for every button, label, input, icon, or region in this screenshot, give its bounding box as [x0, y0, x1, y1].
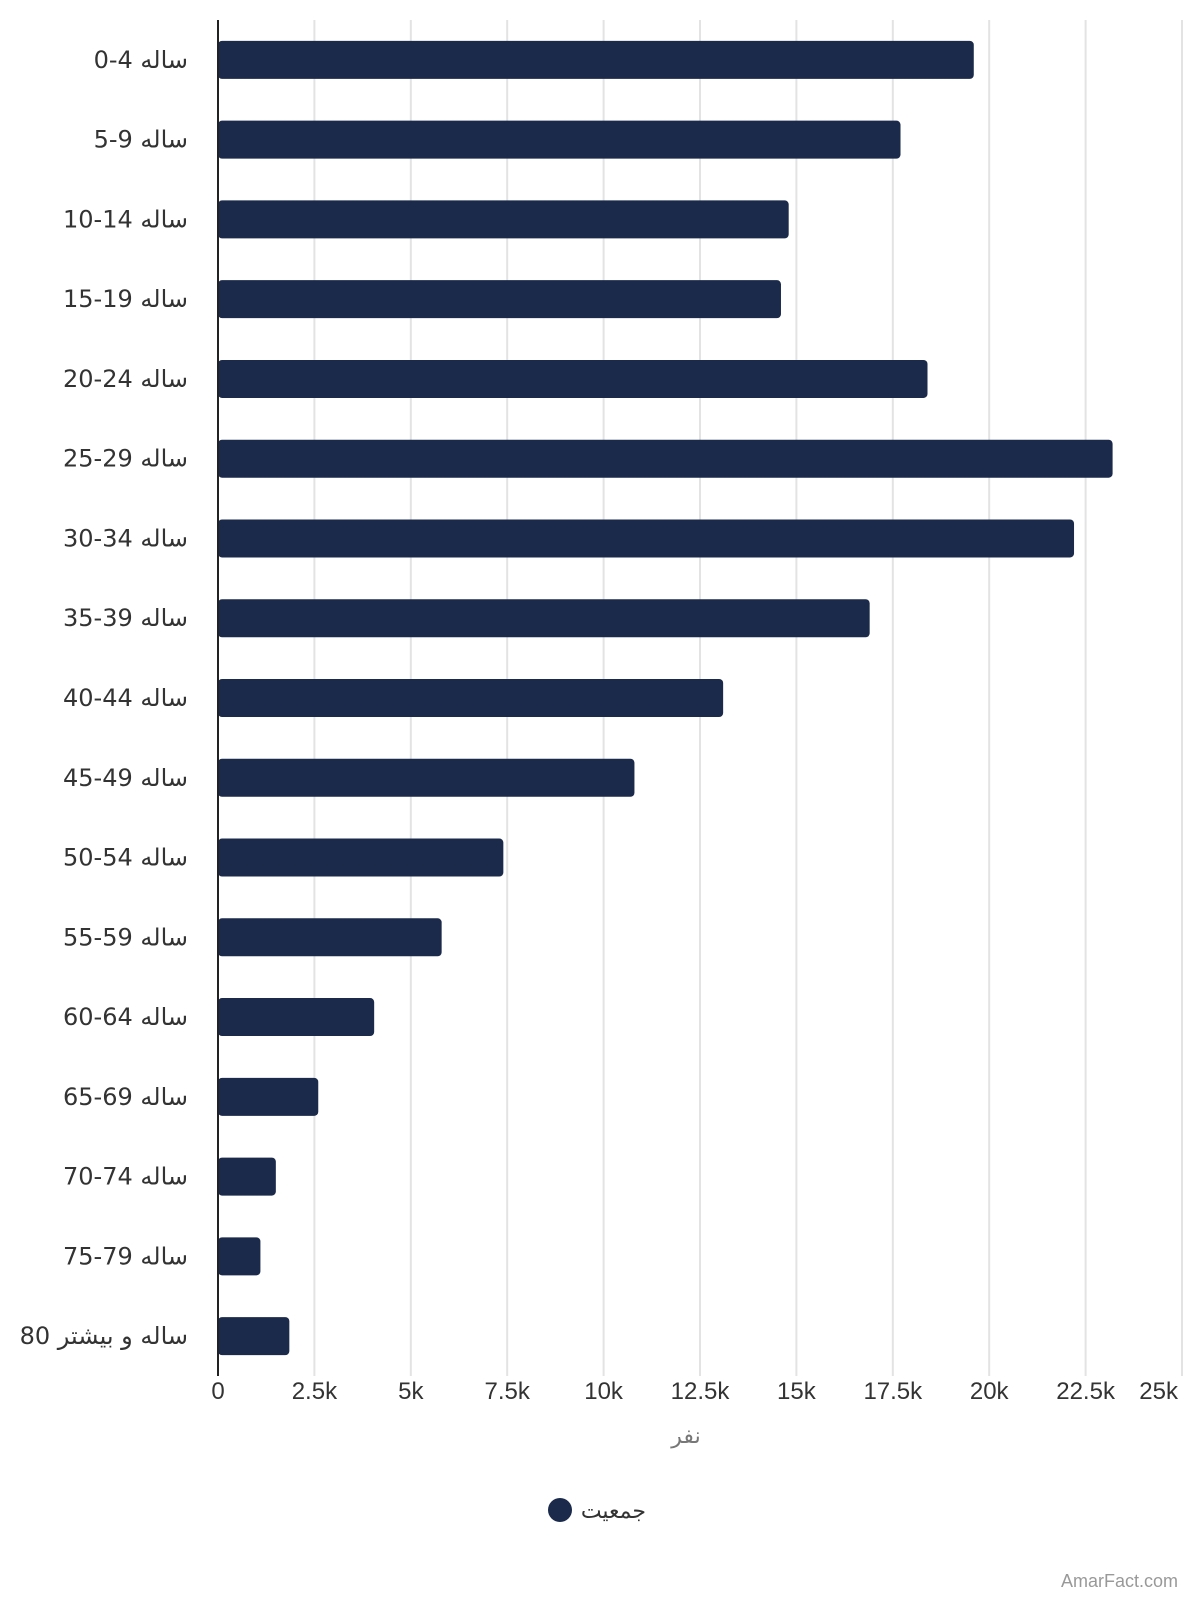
category-label: 45-49 ساله — [63, 764, 188, 792]
category-label: 35-39 ساله — [63, 604, 188, 632]
bar[interactable] — [218, 679, 724, 717]
bar[interactable] — [218, 200, 789, 239]
category-label: 15-19 ساله — [63, 285, 188, 313]
bar[interactable] — [218, 1237, 261, 1276]
x-tick-label: 22.5k — [1056, 1378, 1116, 1405]
category-label: 25-29 ساله — [63, 445, 188, 473]
x-tick-label: 10k — [584, 1378, 624, 1405]
category-label: 55-59 ساله — [63, 923, 188, 951]
bar[interactable] — [218, 519, 1075, 558]
bar[interactable] — [218, 120, 901, 159]
bar[interactable] — [218, 1317, 290, 1356]
category-label: 50-54 ساله — [63, 844, 188, 872]
category-label: 40-44 ساله — [63, 684, 188, 712]
x-tick-label: 15k — [777, 1378, 817, 1405]
category-label: 30-34 ساله — [63, 524, 188, 552]
category-label: 20-24 ساله — [63, 365, 188, 393]
category-label: 0-4 ساله — [94, 46, 188, 74]
bar[interactable] — [218, 40, 974, 79]
bar[interactable] — [218, 1077, 319, 1116]
legend[interactable]: جمعیت — [548, 1498, 646, 1524]
bar[interactable] — [218, 359, 928, 398]
x-tick-label: 17.5k — [863, 1378, 923, 1405]
bar[interactable] — [218, 998, 375, 1037]
bar[interactable] — [218, 918, 442, 957]
bar[interactable] — [218, 1157, 276, 1196]
x-tick-label: 2.5k — [292, 1378, 338, 1405]
watermark: AmarFact.com — [1060, 1571, 1178, 1591]
bar[interactable] — [218, 599, 870, 638]
bar[interactable] — [218, 439, 1113, 478]
category-label: 10-14 ساله — [63, 205, 188, 233]
category-labels: 0-4 ساله 5-9 ساله 10-14 ساله 15-19 ساله 20-2… — [20, 46, 188, 1350]
x-tick-label: 20k — [970, 1378, 1010, 1405]
x-tick-labels: 0 2.5k 5k 7.5k 10k 12.5k 15k 17.5k 20k 22.5k 25k — [211, 1378, 1179, 1405]
bars — [218, 40, 1113, 1356]
legend-marker — [548, 1498, 572, 1522]
category-label: 70-74 ساله — [63, 1163, 188, 1191]
category-label: 75-79 ساله — [63, 1242, 188, 1270]
x-tick-label: 0 — [211, 1378, 224, 1405]
x-tick-label: 7.5k — [485, 1378, 531, 1405]
bar[interactable] — [218, 280, 781, 319]
category-label: 60-64 ساله — [63, 1003, 188, 1031]
x-tick-label: 25k — [1139, 1378, 1179, 1405]
bar[interactable] — [218, 838, 504, 877]
bar[interactable] — [218, 758, 635, 797]
category-label: 5-9 ساله — [94, 126, 188, 154]
category-label: 80 ساله و بیشتر — [20, 1322, 188, 1350]
x-axis-title: نفر — [670, 1424, 700, 1449]
legend-label: جمعیت — [581, 1499, 646, 1524]
x-tick-label: 12.5k — [671, 1378, 731, 1405]
x-tick-label: 5k — [398, 1378, 424, 1405]
category-label: 65-69 ساله — [63, 1083, 188, 1111]
